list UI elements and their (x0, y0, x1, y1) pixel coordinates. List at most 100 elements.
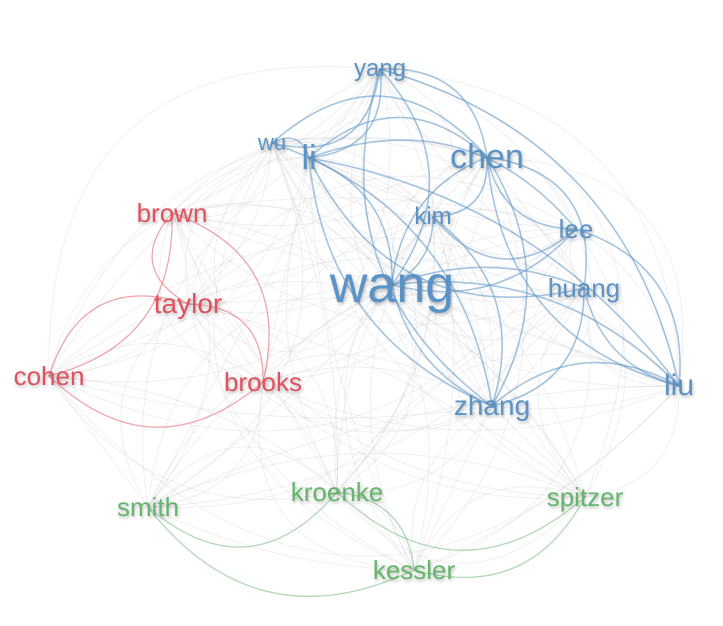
edge-kim-cohen (48, 216, 434, 377)
edge-liu-cohen (48, 375, 680, 557)
edge-lee-huang (569, 228, 585, 289)
edge-brown-taylor (171, 212, 189, 305)
edge-liu-spitzer (584, 385, 680, 498)
edge-li-smith (142, 157, 310, 508)
node-yang: yang (353, 55, 407, 82)
edge-huang-liu (583, 287, 680, 387)
edge-yang-zhang (350, 68, 493, 407)
edge-chen-brown (171, 156, 488, 227)
edge-lee-liu (575, 228, 681, 387)
edge-brown-brooks (171, 212, 270, 383)
node-wang: wang (329, 256, 455, 314)
edge-wu-kessler (213, 142, 415, 571)
edge-huang-spitzer (537, 287, 586, 498)
edge-wang-liu (391, 284, 680, 387)
edge-brooks-kroenke (262, 381, 338, 493)
edge-chen-yang (379, 68, 488, 158)
node-cohen: cohen (13, 361, 85, 391)
edge-li-chen (308, 107, 488, 159)
edge-wang-brown (171, 203, 393, 286)
edge-wang-yang (379, 68, 431, 286)
edge-cohen-brooks (48, 342, 264, 383)
edge-huang-kessler (413, 287, 591, 571)
edge-spitzer-kessler (413, 496, 586, 578)
edge-li-kroenke (308, 157, 417, 493)
edge-li-liu (308, 157, 680, 387)
edge-wu-spitzer (271, 142, 586, 498)
edge-chen-kim (432, 156, 488, 218)
edge-kim-liu (432, 216, 680, 387)
node-zhang: zhang (453, 390, 531, 421)
edge-li-brown (171, 157, 310, 214)
edge-wang-lee (391, 228, 577, 293)
edge-zhang-liu (491, 385, 680, 410)
edge-wang-brooks (262, 284, 393, 383)
edge-wu-liu (271, 142, 680, 388)
edge-li-cohen (48, 157, 310, 377)
edge-zhang-taylor (187, 303, 493, 433)
edge-yang-smith (147, 68, 381, 508)
edge-li-liu (308, 157, 680, 387)
edge-wu-brown (171, 142, 273, 218)
edge-zhang-huang (491, 287, 585, 407)
node-brown: brown (136, 198, 208, 228)
edge-yang-wu (271, 68, 381, 144)
node-chen: chen (450, 138, 524, 176)
edge-wang-kim (391, 216, 434, 286)
edge-chen-cohen (48, 138, 488, 377)
node-kessler: kessler (372, 555, 456, 585)
edge-brown-kessler (171, 212, 430, 571)
node-kroenke: kroenke (290, 477, 384, 507)
edge-wu-cohen (48, 142, 273, 377)
edge-chen-liu (486, 156, 680, 387)
edge-huang-cohen (48, 237, 585, 377)
edge-wang-kim (391, 216, 434, 286)
edge-wu-chen (271, 95, 488, 158)
edge-kim-brooks (262, 216, 434, 383)
edge-zhang-spitzer (491, 405, 586, 498)
edge-liu-kessler (413, 385, 680, 571)
edge-yang-taylor (187, 68, 381, 305)
edge-chen-taylor (187, 156, 488, 305)
edge-kroenke-spitzer (336, 491, 586, 551)
edge-chen-zhang (486, 156, 528, 407)
edge-lee-taylor (187, 175, 577, 305)
edge-kim-lee (432, 216, 577, 260)
node-spitzer: spitzer (546, 482, 624, 512)
edge-chen-brooks (262, 156, 488, 383)
edge-yang-brown (171, 68, 381, 214)
edge-yang-liu (379, 68, 680, 387)
edge-taylor-kessler (187, 303, 415, 571)
edge-lee-brown (171, 197, 577, 230)
edge-brown-smith (147, 212, 211, 508)
edge-lee-zhang (491, 228, 593, 407)
edge-yang-cohen (48, 65, 381, 377)
edge-smith-kroenke (147, 446, 338, 508)
edge-smith-kessler (147, 506, 415, 597)
edge-zhang-kroenke (336, 405, 493, 494)
edge-zhang-kessler (411, 405, 493, 571)
edge-kim-spitzer (432, 216, 586, 498)
edge-kroenke-kessler (336, 491, 415, 571)
edge-taylor-spitzer (187, 303, 586, 498)
node-brooks: brooks (223, 367, 303, 397)
edge-brown-cohen (48, 212, 173, 377)
edge-li-zhang (308, 157, 493, 407)
edge-chen-kessler (413, 156, 525, 571)
edge-huang-smith (147, 287, 585, 508)
edge-wang-smith (147, 284, 393, 508)
edge-li-lee (308, 139, 577, 230)
edge-smith-kroenke (147, 491, 338, 548)
edge-taylor-brooks (187, 303, 264, 383)
edge-wu-yang (271, 68, 381, 148)
edge-brooks-spitzer (262, 381, 586, 499)
edge-liu-brooks (262, 381, 680, 431)
edge-smith-spitzer (147, 452, 586, 508)
edge-chen-liu (486, 156, 684, 387)
node-huang: huang (547, 273, 621, 303)
edge-li-kessler (308, 157, 415, 571)
edge-chen-spitzer (434, 156, 586, 498)
edge-kroenke-kessler (336, 491, 415, 571)
edge-taylor-cohen (48, 303, 189, 377)
